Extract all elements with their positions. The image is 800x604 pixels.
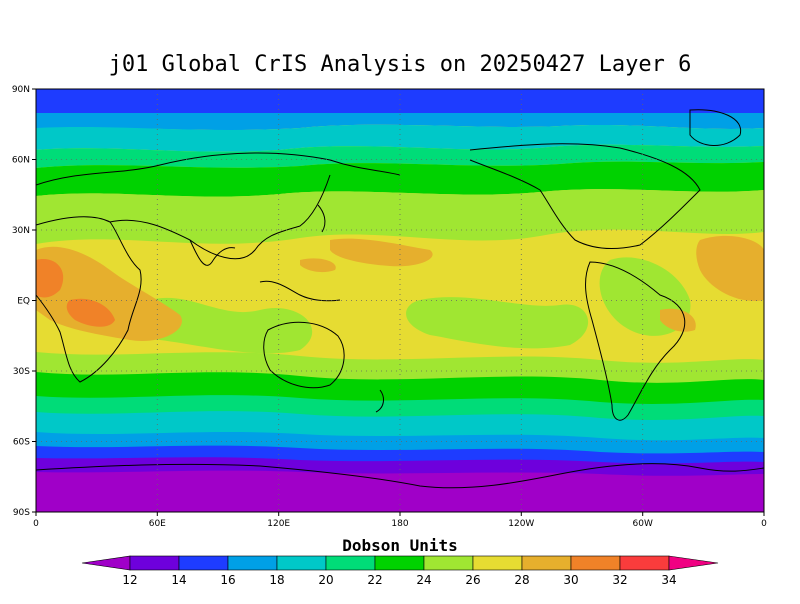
lat-label-90n: 90N bbox=[12, 85, 30, 95]
map-title: j01 Global CrIS Analysis on 20250427 Lay… bbox=[108, 52, 692, 77]
colorbar-swatch bbox=[374, 555, 425, 571]
colorbar-swatch bbox=[129, 555, 180, 571]
coast-nz bbox=[375, 389, 384, 413]
colorbar-level-label: 28 bbox=[514, 573, 529, 587]
coast-indonesia bbox=[259, 280, 341, 302]
coast-asia-south bbox=[109, 174, 331, 260]
coast-antarctica bbox=[36, 463, 764, 489]
colorbar-arrow-high bbox=[668, 555, 719, 571]
colorbar-level-label: 24 bbox=[416, 573, 431, 587]
colorbar-level-label: 30 bbox=[563, 573, 578, 587]
lat-label-30s: 30S bbox=[13, 367, 30, 377]
coast-greenland bbox=[689, 109, 742, 146]
colorbar-level-label: 20 bbox=[318, 573, 333, 587]
ozone-field bbox=[36, 89, 764, 512]
colorbar-title: Dobson Units bbox=[342, 536, 458, 555]
lon-label-180: 180 bbox=[391, 519, 408, 529]
colorbar-level-label: 12 bbox=[122, 573, 137, 587]
colorbar-swatch bbox=[570, 555, 621, 571]
lat-label-60s: 60S bbox=[13, 438, 30, 448]
colorbar-swatch bbox=[325, 555, 376, 571]
coastlines bbox=[36, 109, 764, 489]
lon-label-0-east: 0 bbox=[761, 519, 767, 529]
colorbar-level-label: 34 bbox=[661, 573, 676, 587]
lon-label-60w: 60W bbox=[633, 519, 653, 529]
lat-axis: 90N 60N 30N EQ 30S 60S 90S bbox=[12, 85, 36, 518]
colorbar-level-label: 18 bbox=[269, 573, 284, 587]
colorbar-swatch bbox=[521, 555, 572, 571]
lon-label-120e: 120E bbox=[267, 519, 290, 529]
colorbar-arrow-low bbox=[81, 555, 131, 571]
colorbar-swatch bbox=[178, 555, 229, 571]
band-north-18 bbox=[36, 124, 764, 152]
colorbar-swatch bbox=[619, 555, 670, 571]
band-north-16 bbox=[36, 113, 764, 130]
colorbar-level-label: 14 bbox=[171, 573, 186, 587]
lon-label-0: 0 bbox=[33, 519, 39, 529]
coast-south-america bbox=[585, 261, 686, 421]
colorbar-level-label: 26 bbox=[465, 573, 480, 587]
colorbar-swatch bbox=[276, 555, 327, 571]
graticule bbox=[36, 89, 764, 512]
colorbar-level-label: 32 bbox=[612, 573, 627, 587]
colorbar-level-label: 22 bbox=[367, 573, 382, 587]
lon-label-60e: 60E bbox=[149, 519, 166, 529]
coast-india bbox=[189, 239, 236, 266]
coast-australia bbox=[263, 321, 345, 389]
coast-eurasia-north bbox=[36, 152, 401, 186]
colorbar-swatch bbox=[472, 555, 523, 571]
lon-label-120w: 120W bbox=[508, 519, 534, 529]
coast-japan bbox=[317, 204, 326, 233]
lat-label-eq: EQ bbox=[17, 297, 30, 307]
colorbar-level-label: 16 bbox=[220, 573, 235, 587]
colorbar-swatch bbox=[423, 555, 474, 571]
lon-axis: 0 60E 120E 180 120W 60W 0 bbox=[33, 512, 767, 529]
colorbar: 12 14 16 18 20 22 24 26 28 30 32 34 bbox=[81, 555, 719, 587]
coast-north-america bbox=[469, 143, 701, 250]
colorbar-swatch bbox=[227, 555, 278, 571]
lat-label-30n: 30N bbox=[12, 226, 30, 236]
lat-label-60n: 60N bbox=[12, 156, 30, 166]
lat-label-90s: 90S bbox=[13, 508, 30, 518]
coast-africa bbox=[36, 216, 142, 383]
band-north-20 bbox=[36, 144, 764, 168]
band-south-lt12 bbox=[36, 470, 764, 512]
